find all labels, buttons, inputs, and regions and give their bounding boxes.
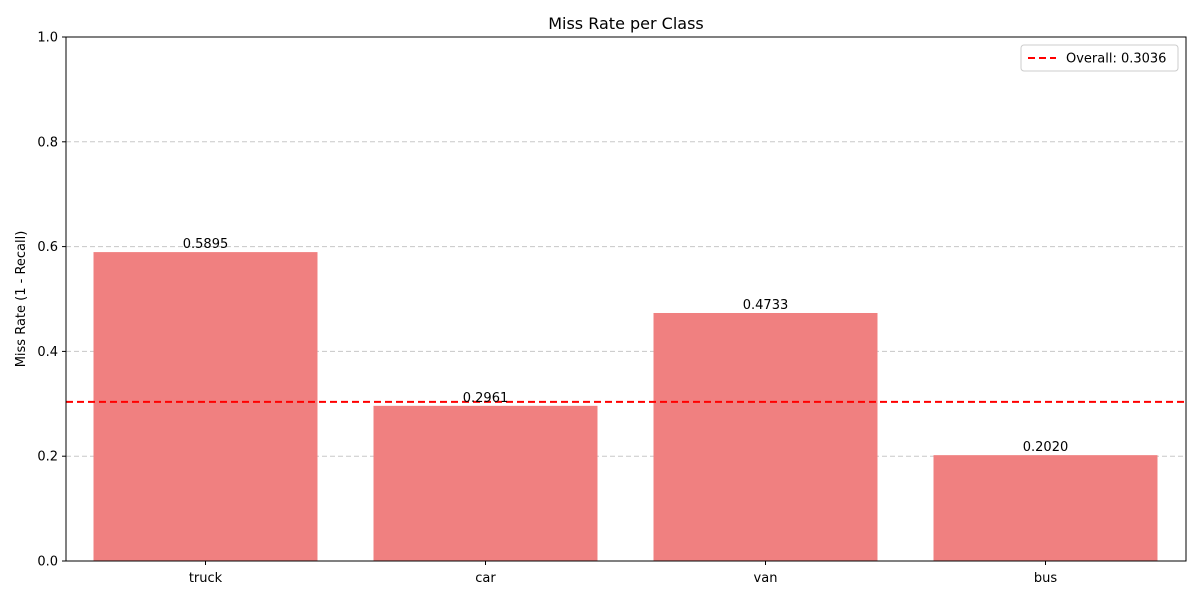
bar-car <box>373 405 598 561</box>
data-label: 0.5895 <box>183 237 229 252</box>
x-axis: truck car van bus <box>189 561 1057 586</box>
bar-van <box>653 312 878 561</box>
y-tick-label: 1.0 <box>37 31 58 46</box>
y-axis: 0.0 0.2 0.4 0.6 0.8 1.0 <box>37 31 66 570</box>
y-tick-label: 0.6 <box>37 240 58 255</box>
bar-truck <box>93 252 318 562</box>
x-tick-label: bus <box>1034 571 1057 586</box>
bars-layer <box>93 252 1158 562</box>
legend: Overall: 0.3036 <box>1020 44 1179 72</box>
bar-bus <box>933 455 1158 561</box>
x-tick-label: car <box>475 571 496 586</box>
y-tick-label: 0.2 <box>37 450 58 465</box>
chart-title: Miss Rate per Class <box>548 14 704 33</box>
x-tick-label: van <box>754 571 778 586</box>
data-label: 0.2020 <box>1023 440 1069 455</box>
x-tick-label: truck <box>189 571 223 586</box>
y-tick-label: 0.8 <box>37 135 58 150</box>
legend-label: Overall: 0.3036 <box>1066 52 1166 67</box>
data-label: 0.2961 <box>463 391 509 406</box>
y-tick-label: 0.4 <box>37 345 58 360</box>
y-axis-label: Miss Rate (1 - Recall) <box>14 231 29 368</box>
legend-box <box>1020 44 1179 72</box>
data-labels-layer: 0.5895 0.2961 0.4733 0.2020 <box>183 237 1069 455</box>
y-tick-label: 0.0 <box>37 555 58 570</box>
data-label: 0.4733 <box>743 298 789 313</box>
plot-frame <box>65 36 1187 562</box>
